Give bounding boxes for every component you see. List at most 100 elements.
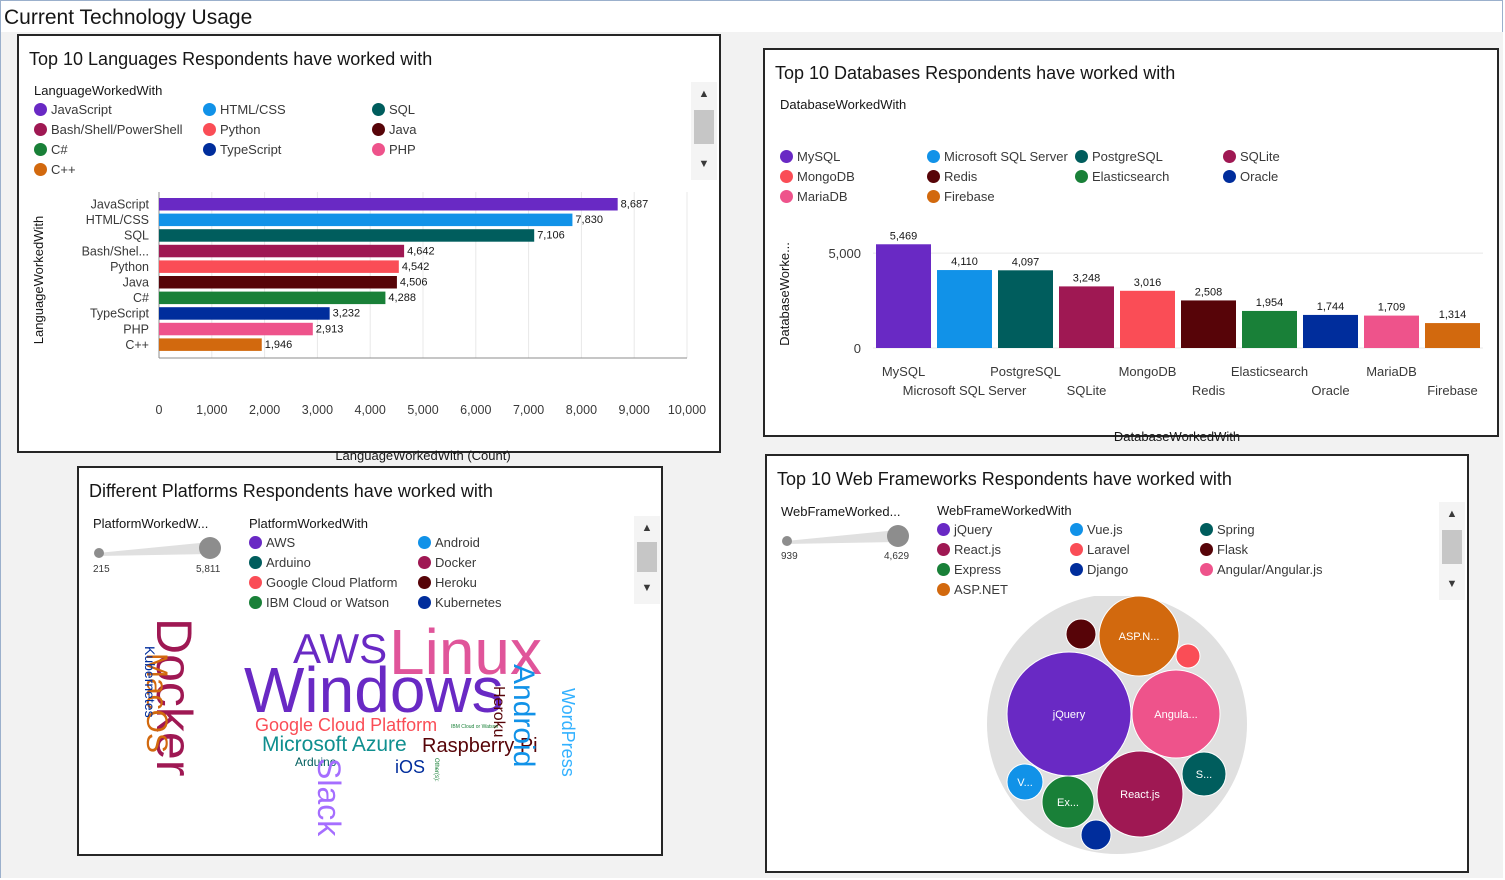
platforms-word-cloud[interactable]: Linux AWS Windows Docker MacOS Kubernetes Goog… (79, 468, 661, 854)
legend-item[interactable]: Flask (1200, 542, 1248, 557)
bar[interactable] (159, 260, 399, 273)
databases-panel[interactable]: Top 10 Databases Respondents have worked… (763, 48, 1499, 444)
legend-item[interactable]: Bash/Shell/PowerShell (34, 122, 183, 137)
legend-item[interactable]: MongoDB (780, 169, 855, 184)
legend-item[interactable]: AWS (249, 535, 295, 550)
legend-item[interactable]: C# (34, 142, 68, 157)
legend-item[interactable]: Django (1070, 562, 1128, 577)
word-cloud-word[interactable]: Android (507, 664, 540, 768)
scroll-up-icon[interactable]: ▲ (641, 522, 653, 534)
legend-item[interactable]: Express (937, 562, 1001, 577)
word-cloud-word[interactable]: Google Cloud Platform (255, 715, 438, 735)
word-cloud-word[interactable]: Windows (244, 654, 504, 726)
word-cloud-word[interactable]: WordPress (558, 688, 578, 777)
bar[interactable] (937, 270, 992, 348)
legend-item[interactable]: PHP (372, 142, 416, 157)
bubble[interactable] (1080, 819, 1112, 851)
legend-item[interactable]: Arduino (249, 555, 311, 570)
slider-min-handle[interactable] (94, 548, 104, 558)
legend-item[interactable]: SQLite (1223, 149, 1280, 164)
legend-item[interactable]: HTML/CSS (203, 102, 286, 117)
bar[interactable] (1059, 286, 1114, 348)
scroll-thumb[interactable] (1442, 530, 1462, 564)
legend-item[interactable]: Heroku (418, 575, 477, 590)
word-cloud-word[interactable]: Other(s): (433, 758, 439, 782)
legend-item[interactable]: C++ (34, 162, 76, 177)
web-frameworks-panel[interactable]: Top 10 Web Frameworks Respondents have w… (765, 454, 1469, 873)
legend-item[interactable]: Docker (418, 555, 476, 570)
bar[interactable] (998, 270, 1053, 348)
bar[interactable] (159, 291, 386, 305)
word-cloud-word[interactable]: iOS (395, 757, 426, 777)
languages-bar-chart[interactable]: 0 1,000 2,000 3,000 4,000 5,000 6,000 7,000 8,00… (19, 188, 719, 468)
legend-item[interactable]: Oracle (1223, 169, 1278, 184)
legend-item[interactable]: Redis (927, 169, 977, 184)
word-cloud-word[interactable]: AWS (293, 625, 388, 672)
bar[interactable] (159, 229, 535, 242)
word-cloud-word[interactable]: Raspberry Pi (422, 735, 538, 757)
bar[interactable] (1181, 300, 1236, 348)
platforms-count-slider[interactable] (93, 536, 223, 560)
platforms-legend-scrollbar[interactable]: ▲ ▼ (634, 516, 660, 604)
bar[interactable] (159, 322, 313, 336)
legend-item[interactable]: TypeScript (203, 142, 281, 157)
legend-item[interactable]: Android (418, 535, 480, 550)
web-frameworks-bubble-chart[interactable]: jQuery Angula... React.js ASP.N... Ex... V...… (767, 596, 1467, 866)
word-cloud-word[interactable]: Linux (389, 616, 542, 688)
legend-item[interactable]: SQL (372, 102, 415, 117)
legend-item[interactable]: Spring (1200, 522, 1255, 537)
scroll-up-icon[interactable]: ▲ (698, 88, 710, 100)
legend-item[interactable]: Google Cloud Platform (249, 575, 398, 590)
scroll-up-icon[interactable]: ▲ (1446, 508, 1458, 520)
bubble[interactable] (1098, 596, 1180, 677)
web-legend-scrollbar[interactable]: ▲ ▼ (1439, 502, 1465, 600)
web-count-slider[interactable] (781, 524, 911, 548)
scroll-down-icon[interactable]: ▼ (641, 582, 653, 594)
bubble[interactable] (1006, 763, 1044, 801)
word-cloud-word[interactable]: Slack (311, 758, 347, 837)
legend-item[interactable]: IBM Cloud or Watson (249, 595, 389, 610)
legend-item[interactable]: MariaDB (780, 189, 848, 204)
legend-item[interactable]: Laravel (1070, 542, 1130, 557)
bar[interactable] (1303, 314, 1358, 348)
bubble[interactable] (1096, 750, 1184, 838)
bubble[interactable] (1175, 643, 1201, 669)
bubble[interactable] (1181, 751, 1227, 797)
word-cloud-word[interactable]: Arduino (295, 755, 337, 769)
bubble[interactable] (1131, 669, 1221, 759)
languages-legend-scrollbar[interactable]: ▲ ▼ (691, 82, 717, 180)
languages-panel[interactable]: Top 10 Languages Respondents have worked… (17, 34, 721, 463)
legend-item[interactable]: JavaScript (34, 102, 112, 117)
legend-item[interactable]: Java (372, 122, 416, 137)
slider-max-handle[interactable] (887, 525, 909, 547)
legend-item[interactable]: Microsoft SQL Server (927, 149, 1068, 164)
word-cloud-word[interactable]: Kubernetes (142, 646, 158, 718)
bubble[interactable] (1041, 775, 1095, 829)
scroll-down-icon[interactable]: ▼ (698, 158, 710, 170)
slider-min-handle[interactable] (782, 536, 792, 546)
slider-max-handle[interactable] (199, 537, 221, 559)
bar[interactable] (1120, 290, 1175, 348)
bubble[interactable] (1065, 618, 1097, 650)
legend-item[interactable]: Python (203, 122, 260, 137)
scroll-down-icon[interactable]: ▼ (1446, 578, 1458, 590)
bar[interactable] (159, 338, 262, 351)
bar[interactable] (1242, 310, 1297, 348)
legend-item[interactable]: Vue.js (1070, 522, 1123, 537)
bar[interactable] (159, 213, 573, 227)
legend-item[interactable]: React.js (937, 542, 1001, 557)
bar[interactable] (159, 198, 618, 211)
bar[interactable] (159, 307, 330, 320)
scroll-thumb[interactable] (637, 542, 657, 572)
legend-item[interactable]: PostgreSQL (1075, 149, 1163, 164)
legend-item[interactable]: Angular/Angular.js (1200, 562, 1323, 577)
legend-item[interactable]: jQuery (937, 522, 992, 537)
bar[interactable] (159, 244, 405, 258)
legend-item[interactable]: ASP.NET (937, 582, 1008, 597)
word-cloud-word[interactable]: Microsoft Azure (262, 733, 407, 756)
platforms-panel[interactable]: Different Platforms Respondents have wor… (77, 466, 663, 856)
legend-item[interactable]: Firebase (927, 189, 995, 204)
legend-item[interactable]: MySQL (780, 149, 840, 164)
bar[interactable] (876, 244, 931, 348)
bar[interactable] (159, 276, 397, 289)
